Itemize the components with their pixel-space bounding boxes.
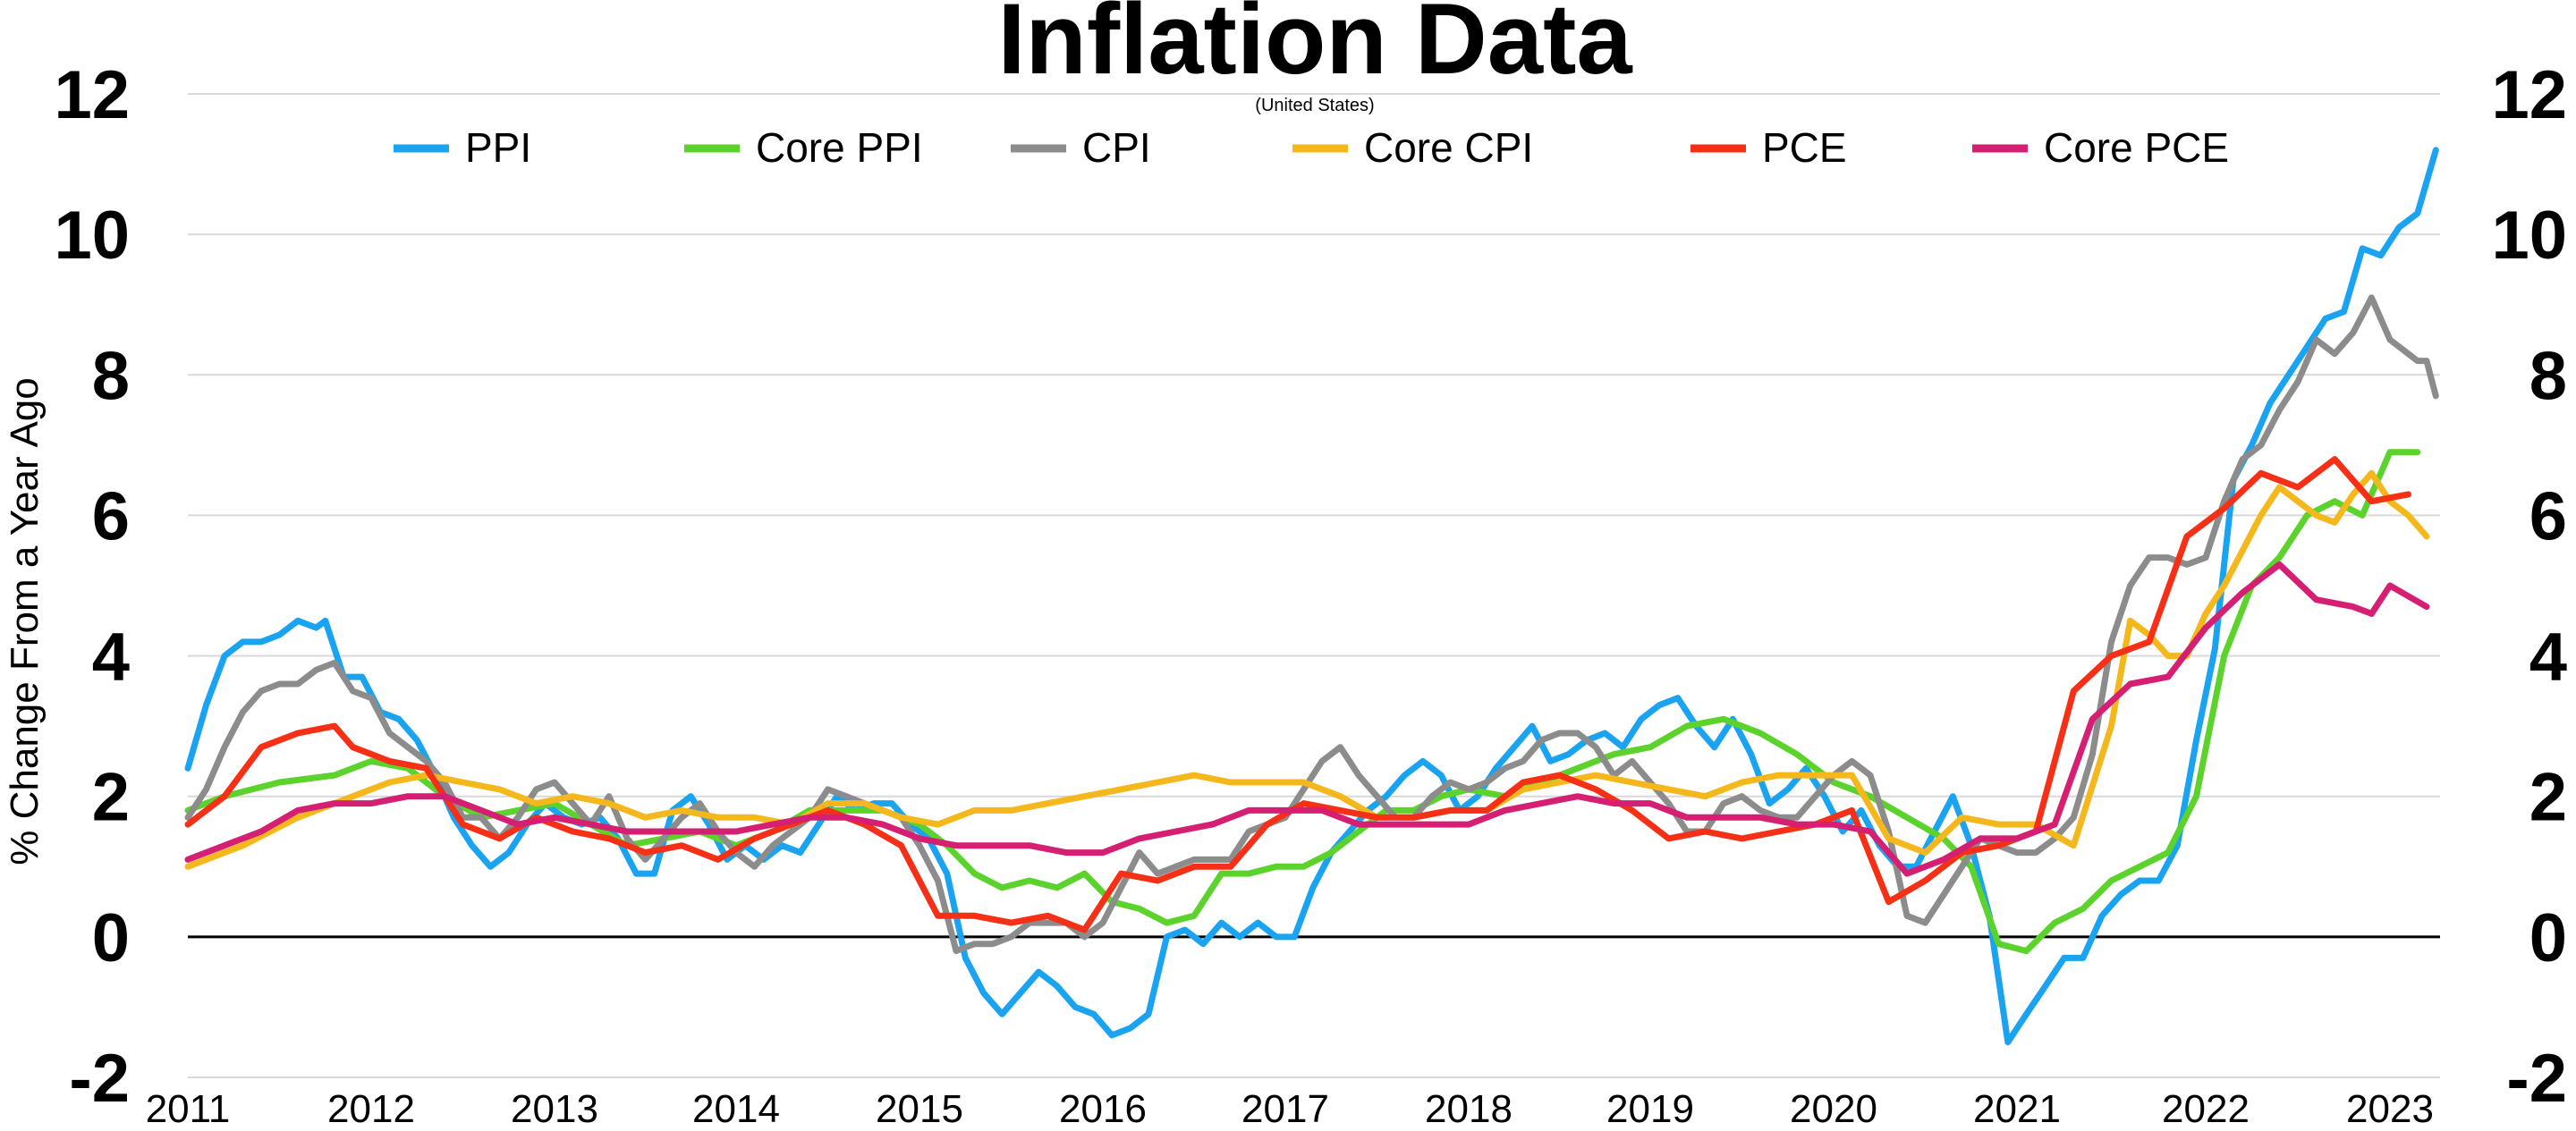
- legend-label: Core CPI: [1364, 124, 1533, 171]
- y-tick-left: 10: [54, 198, 130, 274]
- y-tick-right: 0: [2529, 900, 2567, 976]
- x-tick: 2013: [511, 1087, 598, 1131]
- y-axis-label: % Change From a Year Ago: [3, 377, 47, 865]
- chart-subtitle: (United States): [1255, 96, 1374, 115]
- x-tick: 2018: [1425, 1087, 1513, 1131]
- y-tick-left: 6: [92, 478, 130, 554]
- y-tick-right: 4: [2529, 620, 2567, 696]
- y-tick-right: 10: [2491, 198, 2567, 274]
- y-tick-right: 8: [2529, 338, 2567, 414]
- y-tick-right: 12: [2491, 57, 2567, 133]
- x-tick: 2012: [327, 1087, 415, 1131]
- y-axis-right-ticks: -2 0 2 4 6 8 10 12: [2491, 57, 2567, 1117]
- y-tick-left: -2: [69, 1041, 130, 1117]
- y-tick-right: 2: [2529, 760, 2567, 836]
- x-tick: 2015: [876, 1087, 963, 1131]
- series-line-ppi: [184, 147, 2439, 1046]
- legend-label: PPI: [465, 124, 531, 171]
- legend-label: PCE: [1762, 124, 1847, 171]
- x-tick: 2016: [1059, 1087, 1147, 1131]
- y-tick-left: 12: [54, 57, 130, 133]
- x-tick: 2019: [1606, 1087, 1694, 1131]
- y-axis-left-ticks: -2 0 2 4 6 8 10 12: [54, 57, 130, 1117]
- y-tick-left: 8: [92, 338, 130, 414]
- y-tick-left: 4: [92, 620, 130, 696]
- series-line-core-ppi: [184, 449, 2421, 955]
- series-lines: [184, 147, 2439, 1046]
- y-tick-left: 2: [92, 760, 130, 836]
- x-tick: 2011: [146, 1087, 231, 1131]
- x-tick: 2021: [1973, 1087, 2061, 1131]
- x-tick: 2023: [2346, 1087, 2434, 1131]
- legend-label: CPI: [1082, 124, 1151, 171]
- series-line-core-pce: [184, 561, 2430, 877]
- y-tick-right: -2: [2506, 1041, 2567, 1117]
- legend: PPI Core PPI CPI Core CPI PCE Core PCE: [394, 124, 2229, 171]
- x-tick: 2014: [692, 1087, 780, 1131]
- y-tick-left: 0: [92, 900, 130, 976]
- y-tick-right: 6: [2529, 478, 2567, 554]
- legend-label: Core PPI: [756, 124, 923, 171]
- x-tick: 2022: [2162, 1087, 2250, 1131]
- x-tick: 2020: [1790, 1087, 1877, 1131]
- legend-label: Core PCE: [2044, 124, 2229, 171]
- x-tick: 2017: [1241, 1087, 1329, 1131]
- x-axis-ticks: 2011 2012 2013 2014 2015 2016 2017 2018 2019 2020…: [146, 1087, 2434, 1131]
- chart-title: Inflation Data: [997, 0, 1632, 95]
